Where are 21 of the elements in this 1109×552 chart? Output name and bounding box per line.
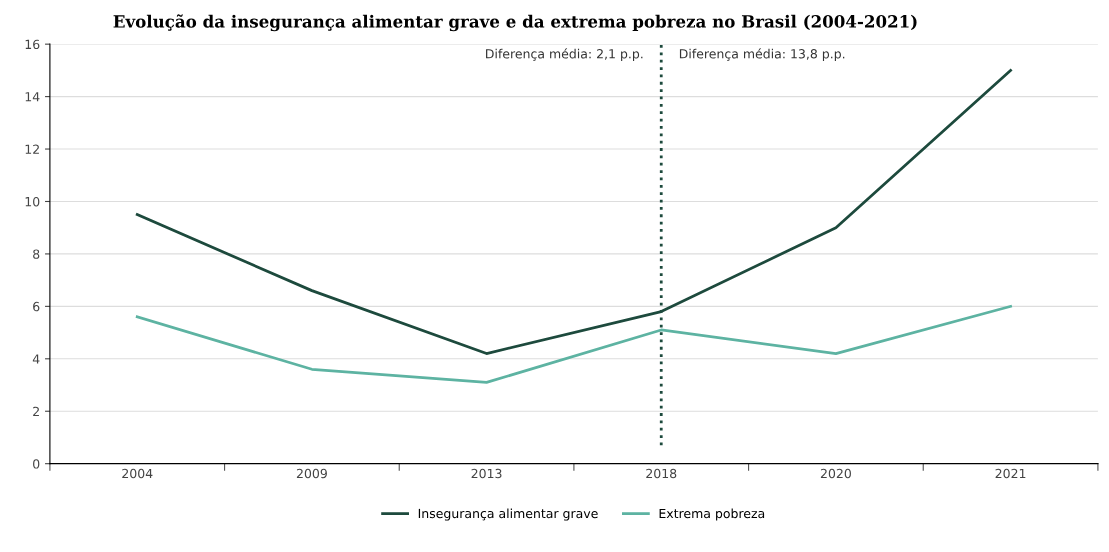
chart-title: Evolução da insegurança alimentar grave e da extrema pobreza no Brasil (2004-2021): [113, 14, 917, 32]
y-tick-label: 8: [33, 249, 40, 259]
x-tick-label: 2013: [471, 468, 502, 479]
y-tick-label: 16: [25, 39, 40, 50]
x-tick-label: 2021: [995, 468, 1026, 479]
y-tick-label: 10: [25, 196, 40, 207]
y-tick-label: 14: [25, 92, 40, 102]
legend-label: Insegurança alimentar grave: [418, 508, 598, 521]
x-tick-label: 2004: [122, 468, 153, 479]
x-tick-label: 2020: [820, 468, 851, 479]
x-tick-label: 2018: [646, 468, 677, 479]
annotation: Diferença média: 13,8 p.p.: [679, 48, 845, 61]
x-tick-label: 2009: [296, 468, 327, 479]
annotation: Diferença média: 2,1 p.p.: [486, 48, 643, 61]
y-tick-label: 0: [33, 459, 40, 469]
y-tick-label: 12: [25, 144, 39, 154]
line-series: [135, 304, 1012, 384]
y-tick-label: 2: [33, 406, 39, 416]
y-tick-label: 4: [32, 354, 40, 364]
legend-label: Extrema pobreza: [659, 508, 765, 521]
y-tick-label: 6: [33, 301, 40, 312]
